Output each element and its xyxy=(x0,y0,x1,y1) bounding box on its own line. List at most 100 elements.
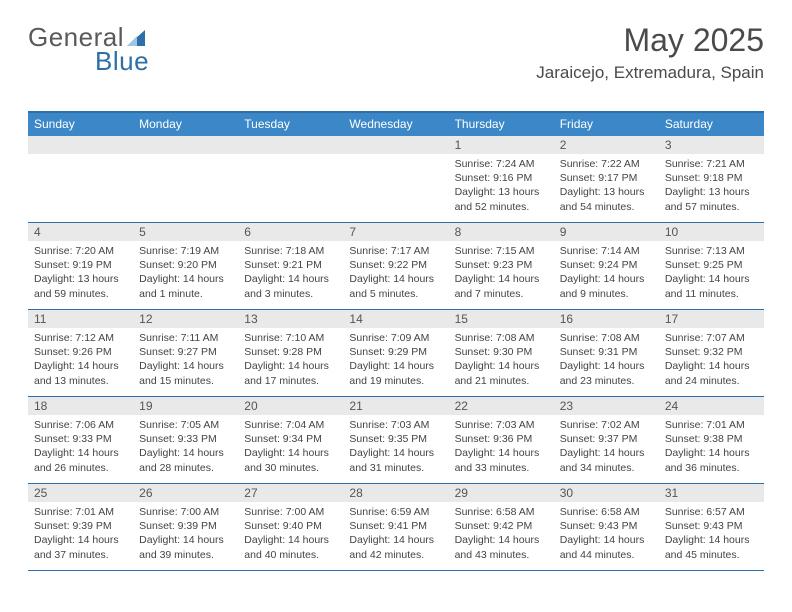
day-cell: 8Sunrise: 7:15 AMSunset: 9:23 PMDaylight… xyxy=(449,223,554,309)
detail-line: Sunrise: 7:03 AM xyxy=(349,418,442,432)
day-number: 1 xyxy=(449,136,554,154)
day-details xyxy=(238,154,343,161)
detail-line: and 30 minutes. xyxy=(244,461,337,475)
detail-line: Daylight: 14 hours xyxy=(349,272,442,286)
detail-line: Sunrise: 7:03 AM xyxy=(455,418,548,432)
day-details: Sunrise: 7:19 AMSunset: 9:20 PMDaylight:… xyxy=(133,241,238,305)
day-cell: 1Sunrise: 7:24 AMSunset: 9:16 PMDaylight… xyxy=(449,136,554,222)
detail-line: Sunset: 9:39 PM xyxy=(34,519,127,533)
detail-line: Sunset: 9:17 PM xyxy=(560,171,653,185)
day-number: 5 xyxy=(133,223,238,241)
weekday-header: Friday xyxy=(554,113,659,136)
day-number: 15 xyxy=(449,310,554,328)
detail-line: Daylight: 14 hours xyxy=(139,272,232,286)
detail-line: and 36 minutes. xyxy=(665,461,758,475)
day-number: 29 xyxy=(449,484,554,502)
day-details: Sunrise: 6:58 AMSunset: 9:43 PMDaylight:… xyxy=(554,502,659,566)
day-cell: 18Sunrise: 7:06 AMSunset: 9:33 PMDayligh… xyxy=(28,397,133,483)
day-cell xyxy=(28,136,133,222)
detail-line: Sunrise: 7:12 AM xyxy=(34,331,127,345)
detail-line: Sunset: 9:23 PM xyxy=(455,258,548,272)
day-cell: 10Sunrise: 7:13 AMSunset: 9:25 PMDayligh… xyxy=(659,223,764,309)
day-number xyxy=(28,136,133,154)
week-row: 11Sunrise: 7:12 AMSunset: 9:26 PMDayligh… xyxy=(28,310,764,397)
detail-line: and 5 minutes. xyxy=(349,287,442,301)
day-cell xyxy=(133,136,238,222)
detail-line: and 7 minutes. xyxy=(455,287,548,301)
detail-line: Sunrise: 7:07 AM xyxy=(665,331,758,345)
detail-line: Daylight: 14 hours xyxy=(139,446,232,460)
week-row: 25Sunrise: 7:01 AMSunset: 9:39 PMDayligh… xyxy=(28,484,764,571)
detail-line: Sunrise: 7:05 AM xyxy=(139,418,232,432)
detail-line: Sunset: 9:19 PM xyxy=(34,258,127,272)
day-number: 23 xyxy=(554,397,659,415)
day-details: Sunrise: 7:00 AMSunset: 9:39 PMDaylight:… xyxy=(133,502,238,566)
weeks-container: 1Sunrise: 7:24 AMSunset: 9:16 PMDaylight… xyxy=(28,136,764,571)
detail-line: Sunset: 9:43 PM xyxy=(665,519,758,533)
day-details: Sunrise: 7:05 AMSunset: 9:33 PMDaylight:… xyxy=(133,415,238,479)
detail-line: and 40 minutes. xyxy=(244,548,337,562)
day-details: Sunrise: 7:06 AMSunset: 9:33 PMDaylight:… xyxy=(28,415,133,479)
day-cell: 28Sunrise: 6:59 AMSunset: 9:41 PMDayligh… xyxy=(343,484,448,570)
detail-line: Daylight: 14 hours xyxy=(34,359,127,373)
detail-line: Sunrise: 7:22 AM xyxy=(560,157,653,171)
day-details: Sunrise: 7:02 AMSunset: 9:37 PMDaylight:… xyxy=(554,415,659,479)
day-cell: 21Sunrise: 7:03 AMSunset: 9:35 PMDayligh… xyxy=(343,397,448,483)
day-details: Sunrise: 7:01 AMSunset: 9:38 PMDaylight:… xyxy=(659,415,764,479)
detail-line: Sunrise: 7:00 AM xyxy=(244,505,337,519)
detail-line: Sunset: 9:16 PM xyxy=(455,171,548,185)
day-cell: 15Sunrise: 7:08 AMSunset: 9:30 PMDayligh… xyxy=(449,310,554,396)
day-number xyxy=(343,136,448,154)
detail-line: Sunset: 9:31 PM xyxy=(560,345,653,359)
detail-line: Sunset: 9:18 PM xyxy=(665,171,758,185)
detail-line: Daylight: 14 hours xyxy=(665,359,758,373)
detail-line: Daylight: 13 hours xyxy=(455,185,548,199)
day-details: Sunrise: 7:20 AMSunset: 9:19 PMDaylight:… xyxy=(28,241,133,305)
detail-line: and 17 minutes. xyxy=(244,374,337,388)
detail-line: Sunrise: 7:01 AM xyxy=(34,505,127,519)
day-details xyxy=(28,154,133,161)
day-number: 26 xyxy=(133,484,238,502)
day-details: Sunrise: 7:04 AMSunset: 9:34 PMDaylight:… xyxy=(238,415,343,479)
day-cell: 25Sunrise: 7:01 AMSunset: 9:39 PMDayligh… xyxy=(28,484,133,570)
detail-line: Sunset: 9:27 PM xyxy=(139,345,232,359)
detail-line: Daylight: 14 hours xyxy=(665,272,758,286)
weekday-header: Tuesday xyxy=(238,113,343,136)
detail-line: Sunset: 9:28 PM xyxy=(244,345,337,359)
detail-line: Sunset: 9:33 PM xyxy=(139,432,232,446)
day-details: Sunrise: 7:14 AMSunset: 9:24 PMDaylight:… xyxy=(554,241,659,305)
day-cell: 9Sunrise: 7:14 AMSunset: 9:24 PMDaylight… xyxy=(554,223,659,309)
day-details: Sunrise: 7:09 AMSunset: 9:29 PMDaylight:… xyxy=(343,328,448,392)
detail-line: Sunrise: 7:08 AM xyxy=(455,331,548,345)
day-number: 9 xyxy=(554,223,659,241)
day-cell: 22Sunrise: 7:03 AMSunset: 9:36 PMDayligh… xyxy=(449,397,554,483)
day-details: Sunrise: 7:13 AMSunset: 9:25 PMDaylight:… xyxy=(659,241,764,305)
weekday-header: Monday xyxy=(133,113,238,136)
detail-line: and 37 minutes. xyxy=(34,548,127,562)
day-number: 4 xyxy=(28,223,133,241)
detail-line: Sunset: 9:42 PM xyxy=(455,519,548,533)
detail-line: and 34 minutes. xyxy=(560,461,653,475)
detail-line: and 1 minute. xyxy=(139,287,232,301)
day-cell xyxy=(343,136,448,222)
detail-line: Sunrise: 7:18 AM xyxy=(244,244,337,258)
detail-line: Sunset: 9:24 PM xyxy=(560,258,653,272)
detail-line: and 28 minutes. xyxy=(139,461,232,475)
day-number xyxy=(238,136,343,154)
day-cell: 27Sunrise: 7:00 AMSunset: 9:40 PMDayligh… xyxy=(238,484,343,570)
detail-line: Sunset: 9:32 PM xyxy=(665,345,758,359)
detail-line: Daylight: 14 hours xyxy=(560,359,653,373)
detail-line: and 3 minutes. xyxy=(244,287,337,301)
month-title: May 2025 xyxy=(536,22,764,59)
detail-line: and 21 minutes. xyxy=(455,374,548,388)
detail-line: Sunset: 9:36 PM xyxy=(455,432,548,446)
day-cell: 4Sunrise: 7:20 AMSunset: 9:19 PMDaylight… xyxy=(28,223,133,309)
week-row: 18Sunrise: 7:06 AMSunset: 9:33 PMDayligh… xyxy=(28,397,764,484)
detail-line: and 43 minutes. xyxy=(455,548,548,562)
day-cell: 7Sunrise: 7:17 AMSunset: 9:22 PMDaylight… xyxy=(343,223,448,309)
detail-line: Sunrise: 6:59 AM xyxy=(349,505,442,519)
detail-line: Daylight: 14 hours xyxy=(34,533,127,547)
detail-line: and 11 minutes. xyxy=(665,287,758,301)
day-cell: 3Sunrise: 7:21 AMSunset: 9:18 PMDaylight… xyxy=(659,136,764,222)
day-cell: 14Sunrise: 7:09 AMSunset: 9:29 PMDayligh… xyxy=(343,310,448,396)
